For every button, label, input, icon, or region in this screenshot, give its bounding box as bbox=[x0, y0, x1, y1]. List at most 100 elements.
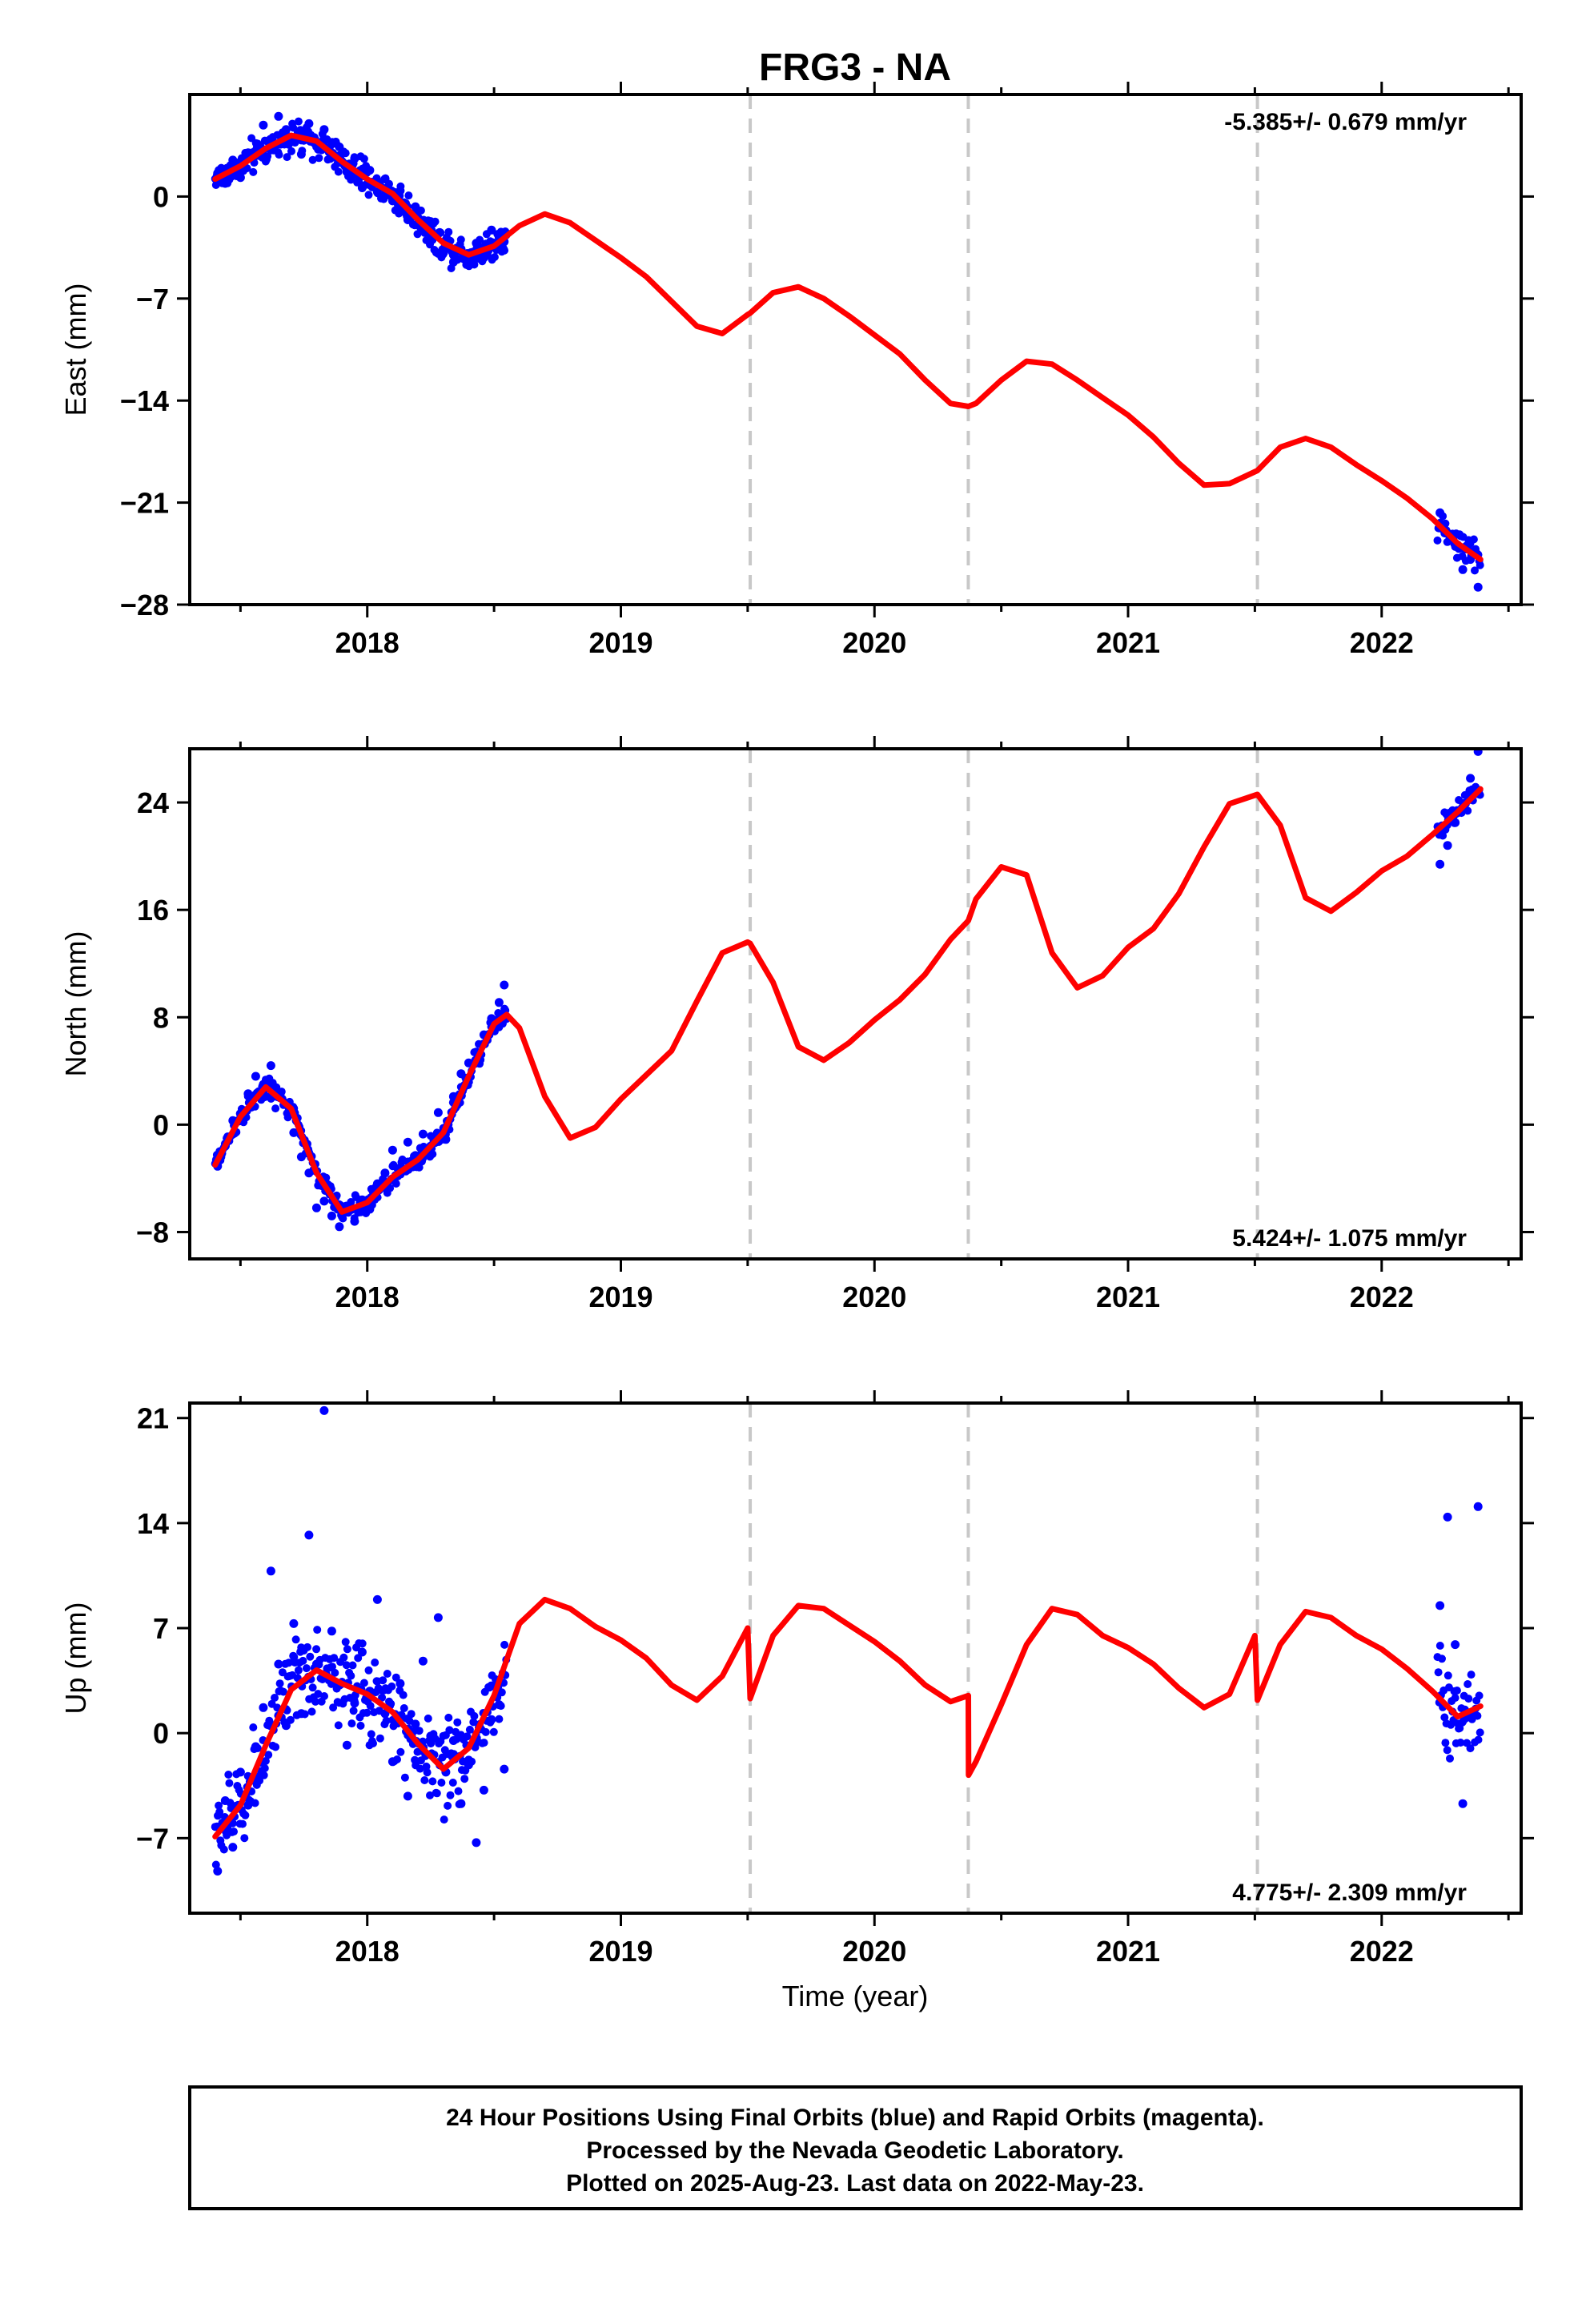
observation-point bbox=[299, 1656, 307, 1665]
observation-point bbox=[454, 1787, 463, 1795]
panel-east: 2018 2019 2020 2021 2022 −28 −21 −14 −7 0 East (mm… bbox=[59, 82, 1534, 659]
observation-point bbox=[1440, 1713, 1449, 1722]
observation-point bbox=[380, 1168, 390, 1178]
observation-point bbox=[387, 1699, 396, 1708]
observation-point bbox=[1443, 1671, 1452, 1680]
observation-point bbox=[347, 1719, 356, 1728]
observation-point bbox=[480, 1739, 488, 1747]
observation-point bbox=[260, 1764, 269, 1772]
observation-point bbox=[339, 1653, 348, 1662]
x-tick-label: 2018 bbox=[335, 626, 400, 659]
y-tick-label: 16 bbox=[137, 894, 169, 927]
observation-point bbox=[463, 1732, 472, 1741]
observation-point bbox=[448, 1736, 458, 1745]
observation-point bbox=[356, 1721, 365, 1730]
observation-point bbox=[350, 154, 359, 163]
observation-point bbox=[1441, 1739, 1450, 1747]
observation-point bbox=[399, 1691, 408, 1699]
footer-box: 24 Hour Positions Using Final Orbits (bl… bbox=[188, 2085, 1523, 2210]
observation-point bbox=[213, 1867, 223, 1876]
observation-point bbox=[243, 148, 253, 158]
observation-point bbox=[347, 1671, 355, 1680]
observation-point bbox=[445, 1726, 454, 1735]
footer-line-1: 24 Hour Positions Using Final Orbits (bl… bbox=[446, 2105, 1264, 2131]
observation-point bbox=[264, 1751, 273, 1759]
observation-point bbox=[431, 217, 440, 226]
observation-point bbox=[411, 202, 420, 211]
x-axis-label: Time (year) bbox=[782, 1980, 929, 2012]
observation-point bbox=[470, 1711, 479, 1720]
observation-point bbox=[1469, 535, 1478, 544]
observation-point bbox=[327, 1626, 336, 1636]
observation-point bbox=[418, 1129, 428, 1139]
panel-frame bbox=[188, 747, 1523, 1261]
observation-point bbox=[271, 1104, 280, 1113]
observation-point bbox=[387, 1145, 397, 1155]
observation-point bbox=[1473, 1502, 1483, 1511]
observation-point bbox=[391, 1180, 400, 1188]
observation-point bbox=[437, 1779, 446, 1787]
observation-point bbox=[359, 1679, 368, 1687]
x-tick-label: 2022 bbox=[1350, 626, 1414, 659]
observation-point bbox=[315, 154, 323, 163]
x-tick-label: 2022 bbox=[1350, 1281, 1414, 1313]
observation-point bbox=[329, 1703, 338, 1712]
observation-point bbox=[1467, 1671, 1476, 1679]
observation-point bbox=[312, 1645, 321, 1654]
y-tick-label: 24 bbox=[137, 786, 169, 819]
observation-point bbox=[294, 1666, 303, 1675]
observation-point bbox=[1435, 508, 1445, 517]
observation-point bbox=[342, 1740, 351, 1750]
y-tick-label: 7 bbox=[153, 1612, 169, 1645]
x-tick-label: 2020 bbox=[842, 1935, 906, 1968]
observation-point bbox=[220, 1796, 230, 1805]
observation-point bbox=[334, 167, 343, 176]
observation-point bbox=[349, 1707, 358, 1715]
observation-point bbox=[224, 1771, 233, 1779]
observation-point bbox=[240, 1834, 249, 1843]
observation-point bbox=[495, 1715, 504, 1723]
observation-point bbox=[403, 1137, 412, 1147]
observation-point bbox=[1433, 536, 1442, 545]
observation-point bbox=[1443, 841, 1452, 850]
observation-point bbox=[1471, 566, 1479, 575]
y-tick-label: 21 bbox=[137, 1402, 169, 1435]
observation-point bbox=[456, 1799, 466, 1808]
observation-point bbox=[444, 1801, 452, 1810]
observation-point bbox=[1434, 1668, 1443, 1677]
observation-point bbox=[259, 120, 268, 130]
model-curve bbox=[212, 132, 1484, 563]
observation-point bbox=[490, 253, 499, 261]
observation-point bbox=[367, 1730, 375, 1739]
observation-point bbox=[357, 183, 367, 192]
observation-point bbox=[304, 119, 314, 128]
observation-point bbox=[281, 125, 291, 135]
observation-point bbox=[422, 1762, 431, 1771]
observation-point bbox=[407, 1710, 416, 1719]
observation-point bbox=[291, 1635, 300, 1644]
observation-point bbox=[283, 153, 291, 162]
observation-point bbox=[243, 1089, 253, 1099]
rate-label: 5.424+/- 1.075 mm/yr bbox=[1232, 1225, 1467, 1252]
observation-point bbox=[494, 1700, 504, 1710]
observation-point bbox=[444, 1713, 453, 1722]
x-tick-label: 2019 bbox=[588, 626, 652, 659]
observation-point bbox=[383, 1670, 391, 1678]
observation-point bbox=[404, 191, 413, 200]
observation-point bbox=[382, 1716, 391, 1725]
observation-point bbox=[479, 253, 488, 263]
observation-point bbox=[278, 1668, 287, 1677]
x-tick-label: 2021 bbox=[1096, 1935, 1160, 1968]
observation-point bbox=[456, 235, 465, 244]
observation-point bbox=[266, 1566, 275, 1576]
x-tick-label: 2021 bbox=[1096, 626, 1160, 659]
observation-point bbox=[472, 239, 481, 248]
observation-point bbox=[1474, 1735, 1483, 1744]
x-tick-label: 2021 bbox=[1096, 1281, 1160, 1313]
observation-point bbox=[308, 155, 317, 164]
observation-point bbox=[386, 1184, 395, 1192]
observation-point bbox=[481, 1727, 490, 1736]
observation-point bbox=[1466, 774, 1476, 783]
y-tick-label: −14 bbox=[120, 384, 169, 417]
